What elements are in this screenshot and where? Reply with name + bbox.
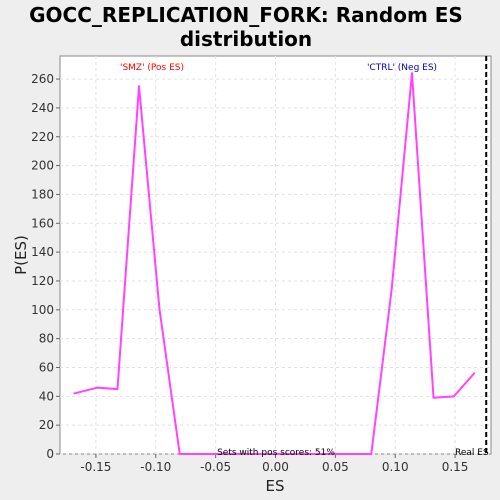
y-tick-label: 240: [31, 101, 54, 115]
data-point: [432, 396, 435, 399]
y-tick-label: 60: [39, 360, 54, 374]
data-point: [158, 307, 161, 310]
neg-es-label: 'CTRL' (Neg ES): [367, 63, 437, 73]
x-tick-label: 0.00: [262, 460, 289, 474]
x-tick-label: -0.15: [80, 460, 111, 474]
real-es-label: Real ES: [455, 448, 489, 458]
y-tick-label: 260: [31, 72, 54, 86]
data-point: [452, 395, 455, 398]
y-tick-label: 120: [31, 274, 54, 288]
data-point: [410, 72, 413, 75]
y-tick-label: 220: [31, 130, 54, 144]
data-point: [178, 453, 181, 455]
y-tick-label: 80: [39, 332, 54, 346]
chart-title-line-2: distribution: [180, 27, 312, 51]
x-tick-label: 0.15: [442, 460, 469, 474]
data-point: [390, 288, 393, 291]
data-point: [73, 392, 76, 395]
y-tick-label: 180: [31, 187, 54, 201]
y-tick-label: 100: [31, 303, 54, 317]
chart-title-line-1: GOCC_REPLICATION_FORK: Random ES: [29, 3, 463, 27]
y-tick-label: 0: [46, 447, 54, 461]
x-tick-label: 0.05: [322, 460, 349, 474]
data-point: [473, 372, 476, 375]
data-point: [96, 386, 99, 389]
y-tick-label: 140: [31, 245, 54, 259]
pos-scores-label: Sets with pos scores: 51%: [217, 448, 335, 458]
y-tick-label: 40: [39, 389, 54, 403]
y-tick-label: 200: [31, 159, 54, 173]
x-tick-label: -0.10: [140, 460, 171, 474]
y-tick-label: 160: [31, 216, 54, 230]
data-point: [116, 388, 119, 391]
y-tick-label: 20: [39, 418, 54, 432]
data-point: [138, 85, 141, 88]
x-tick-label: -0.05: [200, 460, 231, 474]
tick-layer: 0 20 40 60 80 100 120 140 160 180 200 220 240 260 -0.1…: [31, 72, 468, 474]
es-distribution-line: [74, 72, 475, 455]
y-axis-label: P(ES): [12, 235, 30, 275]
x-axis-label: ES: [266, 477, 285, 495]
series-layer: [73, 72, 476, 455]
pos-es-label: 'SMZ' (Pos ES): [120, 63, 184, 73]
data-point: [370, 453, 373, 455]
x-tick-label: 0.10: [382, 460, 409, 474]
